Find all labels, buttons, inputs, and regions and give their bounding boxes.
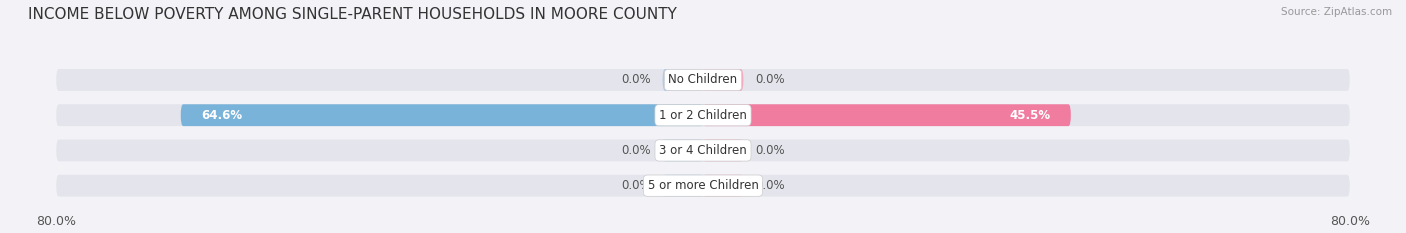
Text: 0.0%: 0.0% — [621, 179, 651, 192]
FancyBboxPatch shape — [703, 69, 744, 91]
Text: 3 or 4 Children: 3 or 4 Children — [659, 144, 747, 157]
Text: 0.0%: 0.0% — [755, 144, 785, 157]
Text: 5 or more Children: 5 or more Children — [648, 179, 758, 192]
Text: 0.0%: 0.0% — [621, 144, 651, 157]
Text: 0.0%: 0.0% — [755, 179, 785, 192]
Text: No Children: No Children — [668, 73, 738, 86]
FancyBboxPatch shape — [703, 104, 1071, 126]
Text: 0.0%: 0.0% — [621, 73, 651, 86]
FancyBboxPatch shape — [56, 175, 1350, 197]
Text: 64.6%: 64.6% — [201, 109, 242, 122]
Text: Source: ZipAtlas.com: Source: ZipAtlas.com — [1281, 7, 1392, 17]
Text: 1 or 2 Children: 1 or 2 Children — [659, 109, 747, 122]
FancyBboxPatch shape — [662, 140, 703, 161]
FancyBboxPatch shape — [703, 175, 744, 197]
FancyBboxPatch shape — [56, 140, 1350, 161]
Text: INCOME BELOW POVERTY AMONG SINGLE-PARENT HOUSEHOLDS IN MOORE COUNTY: INCOME BELOW POVERTY AMONG SINGLE-PARENT… — [28, 7, 678, 22]
FancyBboxPatch shape — [56, 104, 1350, 126]
Text: 45.5%: 45.5% — [1010, 109, 1050, 122]
Text: 0.0%: 0.0% — [755, 73, 785, 86]
FancyBboxPatch shape — [662, 69, 703, 91]
FancyBboxPatch shape — [662, 175, 703, 197]
FancyBboxPatch shape — [181, 104, 703, 126]
FancyBboxPatch shape — [703, 140, 744, 161]
FancyBboxPatch shape — [56, 69, 1350, 91]
